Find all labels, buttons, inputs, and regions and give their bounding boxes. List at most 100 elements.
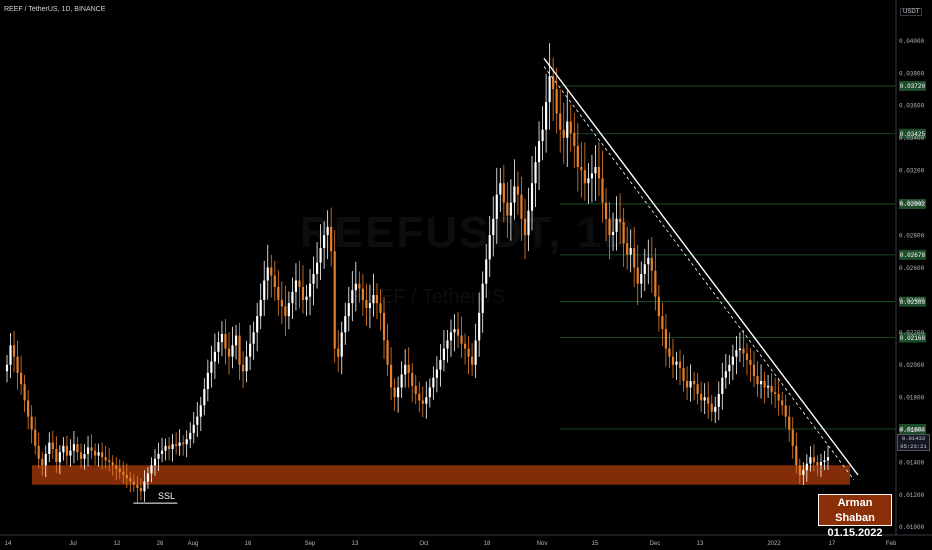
candle-body xyxy=(449,332,453,341)
candle-body xyxy=(657,296,660,317)
candle-body xyxy=(326,226,329,236)
candle-body xyxy=(717,393,720,407)
time-tick-label: Aug xyxy=(188,541,199,547)
price-tick-label: 0.02400 xyxy=(899,297,925,304)
candle-body xyxy=(97,452,100,456)
candle-body xyxy=(315,262,319,274)
candle-body xyxy=(48,442,51,454)
candle-body xyxy=(474,340,477,365)
candle-body xyxy=(270,267,273,276)
price-tick-label: 0.02000 xyxy=(899,362,925,369)
candle-body xyxy=(763,380,766,388)
candle-body xyxy=(707,397,710,404)
candle-body xyxy=(308,283,312,297)
candle-body xyxy=(432,377,435,388)
candle-body xyxy=(9,345,12,365)
candle-body xyxy=(664,329,668,349)
candle-body xyxy=(136,484,139,488)
currency-label[interactable]: USDT xyxy=(900,8,923,16)
candle-body xyxy=(693,380,696,385)
candle-body xyxy=(213,351,216,362)
candle-body xyxy=(545,102,548,130)
level-tag xyxy=(899,332,926,343)
candle-body xyxy=(287,303,290,317)
candle-body xyxy=(541,129,544,142)
time-tick-label: 2022 xyxy=(767,541,781,547)
candle-body xyxy=(291,291,294,304)
symbol-header: REEF / TetherUS, 1D, BINANCE xyxy=(4,6,106,13)
candle-body xyxy=(418,393,421,401)
candle-body xyxy=(527,210,530,236)
candle-body xyxy=(513,186,516,203)
price-tick-label: 0.03200 xyxy=(899,168,925,175)
trendline-dashed xyxy=(543,66,855,481)
candle-body xyxy=(601,178,604,203)
candle-body xyxy=(249,343,252,357)
price-tick-label: 0.01800 xyxy=(899,394,925,401)
candle-body xyxy=(178,442,181,446)
candle-body xyxy=(548,76,551,103)
time-tick-label: 12 xyxy=(114,541,121,547)
candle-body xyxy=(439,359,442,370)
candle-body xyxy=(379,303,382,313)
time-tick-label: 14 xyxy=(5,541,12,547)
candle-body xyxy=(421,400,424,404)
candle-body xyxy=(65,445,68,456)
candle-body xyxy=(20,372,23,385)
time-tick-label: 13 xyxy=(697,541,704,547)
candle-body xyxy=(456,329,460,336)
candle-body xyxy=(604,202,608,219)
candle-body xyxy=(675,361,678,365)
candle-body xyxy=(506,202,509,216)
candle-body xyxy=(358,283,361,289)
candle-body xyxy=(115,465,118,469)
candle-body xyxy=(203,389,206,406)
candle-body xyxy=(372,295,375,304)
candle-body xyxy=(12,345,16,357)
candle-body xyxy=(104,457,107,461)
candle-body xyxy=(573,132,576,146)
level-tag-label: 0.03425 xyxy=(900,131,926,138)
candle-body xyxy=(189,432,192,440)
candle-body xyxy=(724,371,727,378)
candle-body xyxy=(245,356,248,372)
candle-body xyxy=(678,361,682,369)
price-tick-label: 0.02200 xyxy=(899,330,925,337)
candle-body xyxy=(809,457,812,464)
candle-body xyxy=(555,89,558,114)
candle-body xyxy=(400,374,403,388)
candle-body xyxy=(756,376,759,385)
candle-body xyxy=(759,380,763,385)
candle-body xyxy=(256,316,259,333)
candle-body xyxy=(196,416,199,425)
level-tag xyxy=(899,249,926,260)
candle-body xyxy=(164,445,167,451)
candle-body xyxy=(597,166,601,179)
candle-body xyxy=(523,218,527,236)
candle-body xyxy=(767,385,770,388)
level-tag-label: 0.02168 xyxy=(900,335,926,342)
candle-body xyxy=(774,392,777,394)
candle-body xyxy=(488,235,491,260)
candle-body xyxy=(492,218,495,236)
candle-body xyxy=(62,445,65,453)
candle-body xyxy=(509,202,512,216)
candle-body xyxy=(167,445,171,450)
candle-body xyxy=(30,416,33,430)
current-price-value: 0.01433 xyxy=(901,435,926,442)
candle-body xyxy=(442,348,446,360)
candle-body xyxy=(569,121,572,133)
price-tick-label: 0.02600 xyxy=(899,265,925,272)
candle-body xyxy=(696,384,699,394)
candle-body xyxy=(153,458,157,466)
candle-body xyxy=(146,473,150,482)
candle-body xyxy=(471,356,474,365)
candle-body xyxy=(583,170,586,184)
candle-body xyxy=(393,387,396,398)
candle-body xyxy=(629,248,632,255)
candle-body xyxy=(777,393,780,401)
level-tag-label: 0.02678 xyxy=(900,252,926,259)
candle-body xyxy=(710,403,713,412)
level-tag xyxy=(899,423,926,434)
